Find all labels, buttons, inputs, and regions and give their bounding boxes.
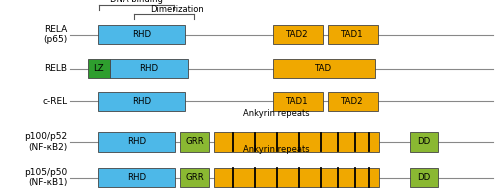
- Text: p100/p52
(NF-κB2): p100/p52 (NF-κB2): [24, 132, 68, 152]
- Text: p105/p50
(NF-κB1): p105/p50 (NF-κB1): [24, 168, 68, 187]
- Text: TAD: TAD: [315, 64, 332, 73]
- Text: RHD: RHD: [132, 97, 151, 106]
- Bar: [214, 168, 379, 187]
- Bar: [110, 59, 188, 78]
- Text: TAD2: TAD2: [286, 30, 309, 39]
- Text: DNA binding: DNA binding: [110, 0, 162, 4]
- Text: GRR: GRR: [185, 173, 204, 182]
- Text: Dimerization: Dimerization: [150, 4, 204, 14]
- Bar: [272, 92, 322, 111]
- Bar: [272, 25, 322, 44]
- Text: Ankyrin repeats: Ankyrin repeats: [243, 109, 310, 118]
- Bar: [272, 59, 375, 78]
- Bar: [328, 92, 378, 111]
- Text: RHD: RHD: [126, 137, 146, 146]
- Bar: [214, 132, 379, 152]
- Bar: [98, 25, 185, 44]
- Text: c-REL: c-REL: [42, 97, 68, 106]
- Text: TAD1: TAD1: [286, 97, 309, 106]
- Bar: [180, 132, 209, 152]
- Bar: [98, 168, 175, 187]
- Text: RELA
(p65): RELA (p65): [44, 25, 68, 44]
- Bar: [88, 59, 110, 78]
- Text: DD: DD: [417, 173, 430, 182]
- Text: Ankyrin repeats: Ankyrin repeats: [243, 145, 310, 154]
- Text: LZ: LZ: [94, 64, 104, 73]
- Text: DD: DD: [417, 137, 430, 146]
- Text: GRR: GRR: [185, 137, 204, 146]
- Text: RHD: RHD: [139, 64, 158, 73]
- Bar: [98, 92, 185, 111]
- Bar: [410, 168, 438, 187]
- Text: RHD: RHD: [132, 30, 151, 39]
- Bar: [328, 25, 378, 44]
- Text: RELB: RELB: [44, 64, 68, 73]
- Bar: [98, 132, 175, 152]
- Bar: [410, 132, 438, 152]
- Text: TAD1: TAD1: [341, 30, 364, 39]
- Text: RHD: RHD: [126, 173, 146, 182]
- Bar: [180, 168, 209, 187]
- Text: TAD2: TAD2: [341, 97, 364, 106]
